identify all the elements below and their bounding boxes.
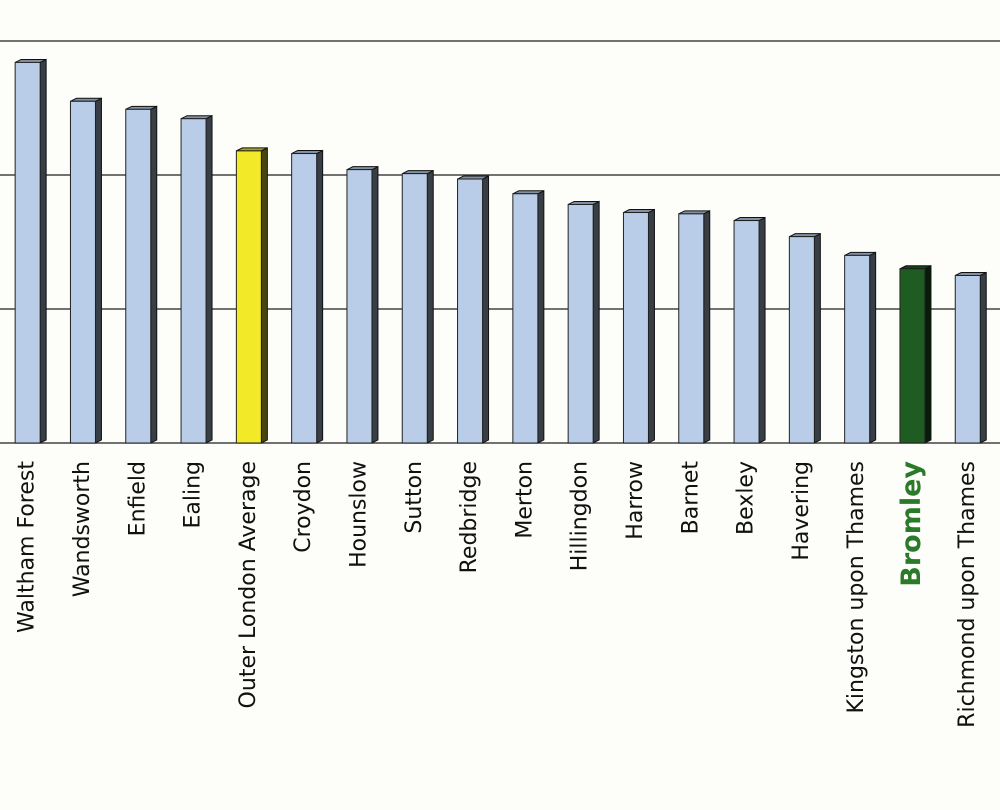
bar-side	[371, 165, 379, 444]
x-tick-label: Bromley	[896, 461, 927, 587]
bar	[69, 97, 102, 444]
x-tick-label: Enfield	[125, 461, 150, 536]
bar	[567, 200, 600, 444]
bar	[457, 175, 490, 444]
bar-side	[316, 149, 324, 444]
x-tick-label: Outer London Average	[236, 461, 261, 708]
bar-side	[647, 208, 655, 444]
bar	[733, 216, 766, 444]
bar	[512, 189, 545, 444]
x-tick-label: Croydon	[291, 461, 316, 553]
bar-front	[567, 203, 594, 444]
x-tick-label: Redbridge	[457, 461, 482, 573]
x-tick-label: Bexley	[734, 461, 759, 535]
bar	[678, 210, 711, 444]
x-tick-label: Harrow	[623, 461, 648, 540]
bar	[788, 232, 821, 444]
x-tick-label: Hounslow	[346, 461, 371, 568]
bar-front	[180, 118, 207, 444]
bar-front	[899, 268, 926, 444]
bar	[844, 251, 877, 444]
bar-front	[622, 212, 649, 444]
bar-front	[457, 178, 484, 444]
bar-side	[205, 114, 213, 444]
bar-side	[703, 210, 711, 444]
bar-side	[869, 251, 877, 444]
bar-side	[426, 169, 434, 444]
x-tick-label: Barnet	[678, 461, 703, 535]
x-tick-label: Wandsworth	[70, 461, 95, 597]
bar-front	[954, 275, 981, 444]
bar-front	[235, 150, 262, 444]
x-tick-label: Hillingdon	[568, 461, 593, 571]
bar-front	[401, 173, 428, 444]
bar-side	[813, 232, 821, 444]
bar-front	[125, 108, 152, 444]
x-tick-label: Havering	[789, 461, 814, 561]
bar-side	[260, 147, 268, 444]
bar-front	[733, 220, 760, 444]
bar-side	[39, 58, 47, 444]
bar-side	[537, 189, 545, 444]
bar-front	[346, 169, 373, 444]
x-tick-label: Sutton	[402, 461, 427, 534]
bar	[954, 271, 987, 444]
bar-front	[512, 193, 539, 444]
bar	[180, 114, 213, 444]
bar-front	[291, 153, 318, 444]
bar-side	[758, 216, 766, 444]
bar-front	[678, 213, 705, 444]
x-tick-label: Kingston upon Thames	[844, 461, 869, 714]
bar	[401, 169, 434, 444]
bar-side	[94, 97, 102, 444]
bar-side	[979, 271, 987, 444]
bar-front	[844, 254, 871, 444]
bar-front	[14, 61, 41, 444]
bar-side	[150, 105, 158, 444]
bar-side	[924, 264, 932, 444]
bar-side	[482, 175, 490, 444]
bar	[346, 165, 379, 444]
bar-side	[592, 200, 600, 444]
bar	[14, 58, 47, 444]
x-tick-label: Merton	[512, 461, 537, 539]
x-tick-label: Richmond upon Thames	[955, 461, 980, 728]
x-tick-label: Ealing	[181, 461, 206, 529]
x-tick-label: Waltham Forest	[15, 461, 40, 633]
bar	[622, 208, 655, 444]
bar	[899, 264, 932, 444]
bar-front	[788, 236, 815, 444]
bar	[235, 147, 268, 444]
bar-front	[69, 100, 96, 444]
bar	[125, 105, 158, 444]
bar	[291, 149, 324, 444]
